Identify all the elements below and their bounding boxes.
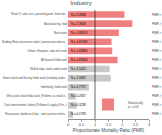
svg-text:Real estate: Real estate [54, 31, 68, 35]
svg-text:PMR >: PMR > [152, 58, 162, 62]
svg-text:PMR >: PMR > [152, 94, 162, 98]
svg-text:Industry: Industry [70, 0, 91, 6]
svg-text:Skilled shop, trades and/or wo: Skilled shop, trades and/or work [30, 67, 68, 71]
svg-text:2.5: 2.5 [133, 122, 139, 127]
svg-text:PMR >: PMR > [152, 67, 162, 71]
svg-text:2: 2 [121, 122, 124, 127]
svg-text:N = 1.88474: N = 1.88474 [71, 31, 88, 35]
svg-text:N = 1.5867: N = 1.5867 [71, 76, 86, 80]
svg-text:PMR >: PMR > [152, 22, 162, 26]
svg-text:All financial fields work: All financial fields work [41, 58, 68, 62]
svg-text:Total entertainment, federal (: Total entertainment, federal (Fulltime &… [4, 103, 67, 107]
svg-text:N = 1.83300: N = 1.83300 [71, 58, 88, 62]
svg-text:Some school and Factory fields: Some school and Factory fields work (inc… [3, 76, 68, 80]
svg-text:Retail Tr. sales svcs, persona: Retail Tr. sales svcs, personal goods, f… [11, 12, 67, 16]
svg-text:N = 0.1783: N = 0.1783 [71, 112, 86, 116]
svg-text:N = 1.61308: N = 1.61308 [71, 40, 88, 44]
svg-text:PMR >: PMR > [152, 76, 162, 80]
svg-text:PMR >: PMR > [152, 49, 162, 53]
svg-text:Building Real construction tra: Building Real construction trades (const… [2, 40, 67, 44]
svg-text:0: 0 [67, 122, 70, 127]
svg-text:Proportionate Mortality Ratio: Proportionate Mortality Ratio (PMR) [73, 128, 145, 133]
svg-text:Utilities, Hospitals, radio te: Utilities, Hospitals, radio tech work [28, 49, 68, 53]
svg-text:N = 2.3828: N = 2.3828 [71, 22, 86, 26]
svg-text:PMR >: PMR > [152, 85, 162, 89]
svg-text:N = 0.3238: N = 0.3238 [71, 103, 86, 107]
svg-text:N = 0.2857: N = 0.2857 [71, 94, 86, 98]
svg-text:PMR >: PMR > [152, 31, 162, 35]
svg-text:0.5: 0.5 [79, 122, 85, 127]
svg-text:Office park school fields work: Office park school fields work, (Fulltim… [6, 94, 67, 98]
svg-text:PMR >: PMR > [152, 40, 162, 44]
svg-text:N = 1.63860: N = 1.63860 [71, 49, 88, 53]
svg-text:Manufacturing- food: Manufacturing- food [44, 22, 68, 26]
svg-text:1.5: 1.5 [106, 122, 112, 127]
svg-text:PMR >: PMR > [152, 112, 162, 116]
svg-text:PMR >: PMR > [152, 103, 162, 107]
svg-text:1: 1 [94, 122, 97, 127]
svg-text:Restaurants, barbecue & bar...: Restaurants, barbecue & bar... and a por… [5, 112, 67, 116]
svg-text:N = 0.7757: N = 0.7757 [71, 85, 86, 89]
svg-text:N = 1.5425: N = 1.5425 [71, 67, 86, 71]
svg-text:Statisticallyp < 0.05: Statisticallyp < 0.05 [128, 101, 144, 109]
svg-text:3: 3 [148, 122, 151, 127]
svg-text:Indefinitely- fields work: Indefinitely- fields work [41, 85, 68, 89]
svg-text:N = 2.0896: N = 2.0896 [71, 13, 86, 17]
svg-text:PMR >: PMR > [152, 13, 162, 17]
